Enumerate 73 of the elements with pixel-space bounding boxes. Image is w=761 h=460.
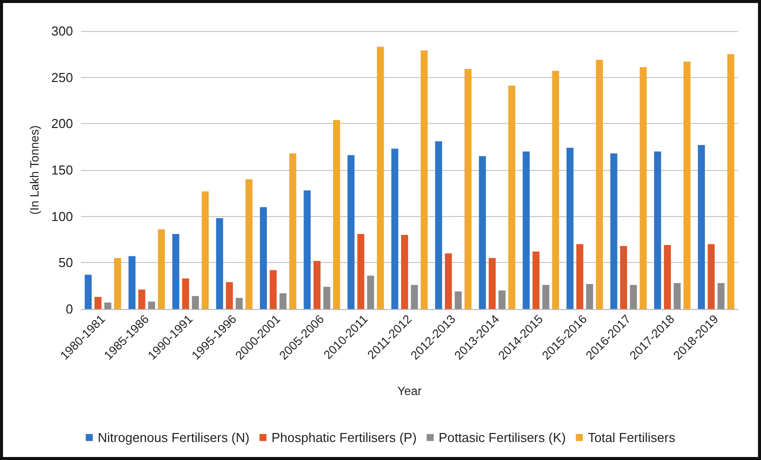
bar: [542, 284, 550, 309]
y-tick-label: 300: [51, 24, 73, 38]
bar: [435, 141, 442, 309]
bar: [192, 296, 199, 309]
bar: [246, 179, 252, 309]
bar: [138, 290, 146, 309]
bar: [708, 244, 715, 309]
bar: [280, 293, 286, 309]
bar: [522, 151, 530, 309]
bar: [630, 284, 637, 309]
bar: [586, 284, 594, 309]
bar: [202, 191, 209, 309]
bar: [620, 246, 628, 309]
y-tick-label: 150: [51, 162, 73, 178]
bar: [158, 229, 165, 309]
legend-label: Total Fertilisers: [588, 430, 676, 445]
bar: [333, 120, 340, 309]
bar: [94, 296, 102, 309]
x-axis-title: Year: [397, 384, 422, 398]
y-tick-label: 50: [58, 255, 73, 270]
bar: [454, 291, 462, 309]
bar: [84, 274, 92, 309]
bar: [508, 86, 516, 309]
bar: [172, 234, 180, 309]
bar: [216, 218, 224, 309]
bar: [444, 253, 452, 309]
bar: [464, 68, 472, 309]
bar: [357, 234, 364, 309]
bar: [114, 258, 122, 309]
y-tick-label: 100: [51, 208, 73, 224]
bar: [596, 60, 603, 309]
bar: [304, 190, 311, 309]
bar: [532, 252, 540, 309]
bar: [314, 260, 320, 309]
bar: [727, 54, 734, 309]
bar: [498, 290, 506, 309]
y-tick-label: 0: [66, 302, 73, 316]
bar: [367, 276, 374, 309]
bar: [718, 283, 724, 309]
bar: [698, 144, 705, 309]
bar: [684, 62, 690, 309]
bar: [148, 302, 156, 309]
bar: [391, 148, 398, 309]
bar: [410, 284, 418, 309]
bar: [654, 151, 662, 309]
bar: [128, 256, 136, 309]
legend-label: Pottasic Fertilisers (K): [438, 430, 566, 445]
bar: [260, 207, 267, 309]
y-tick-label: 250: [51, 70, 73, 85]
bar: [226, 282, 233, 309]
bar: [270, 270, 277, 309]
bar: [552, 70, 560, 309]
bar: [674, 283, 681, 309]
y-tick-label: 200: [51, 116, 73, 132]
legend-label: Nitrogenous Fertilisers (N): [98, 430, 250, 445]
y-axis-title: (In Lakh Tonnes): [27, 125, 42, 215]
bar: [566, 148, 574, 309]
bar: [488, 258, 496, 309]
bar: [289, 153, 296, 309]
bar: [104, 302, 112, 309]
bar: [376, 46, 384, 309]
bar: [640, 67, 647, 309]
bar: [236, 298, 243, 309]
bar: [401, 234, 408, 309]
bar: [182, 278, 190, 309]
legend-label: Phosphatic Fertilisers (P): [271, 430, 417, 445]
bar: [478, 156, 486, 309]
bar: [664, 245, 671, 309]
bar: [348, 155, 354, 309]
bar: [576, 244, 584, 309]
bar: [610, 153, 618, 309]
bar: [420, 50, 428, 309]
bar: [323, 286, 330, 309]
